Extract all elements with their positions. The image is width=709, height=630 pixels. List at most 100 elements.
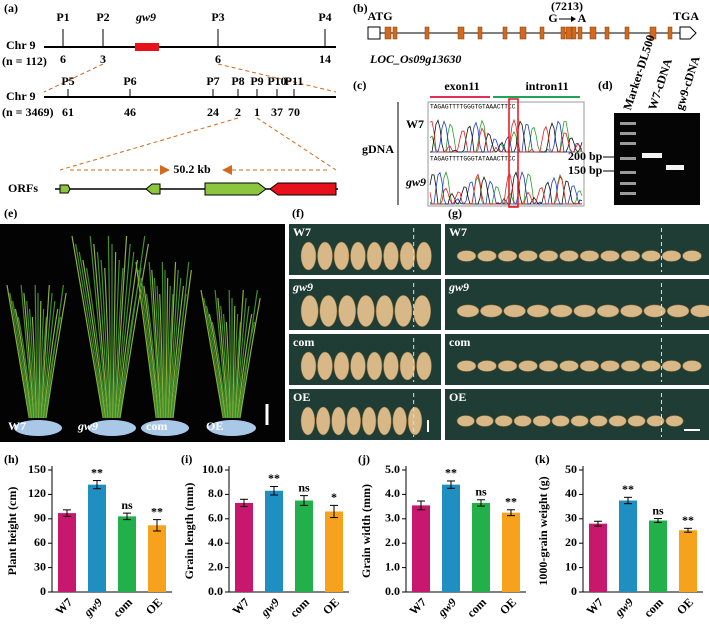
leaf bbox=[39, 308, 45, 419]
leaf bbox=[156, 285, 164, 419]
grain bbox=[682, 250, 702, 262]
grain bbox=[456, 360, 477, 372]
row-label: gw9 bbox=[448, 280, 469, 294]
exon bbox=[624, 26, 630, 40]
grain bbox=[532, 415, 551, 427]
trace bbox=[429, 118, 583, 153]
highlight bbox=[508, 98, 519, 208]
trace bbox=[429, 171, 583, 205]
grain bbox=[550, 304, 573, 318]
grain bbox=[394, 295, 413, 327]
grain bbox=[559, 360, 579, 372]
panel-label: (k) bbox=[535, 452, 550, 466]
grain bbox=[416, 241, 432, 271]
leaf bbox=[239, 297, 261, 419]
bar bbox=[118, 516, 136, 592]
plant-label: com bbox=[146, 419, 167, 433]
intron-label: intron11 bbox=[525, 79, 568, 93]
exon bbox=[384, 26, 392, 40]
grain bbox=[477, 360, 497, 372]
arrow-head bbox=[571, 16, 576, 22]
grain bbox=[350, 351, 366, 381]
leaf bbox=[143, 285, 160, 419]
recombinant-count: 2 bbox=[235, 105, 241, 119]
leaf bbox=[217, 297, 229, 419]
leaf bbox=[14, 308, 33, 419]
recombinant-count: 24 bbox=[207, 105, 219, 119]
exon bbox=[589, 26, 597, 40]
x-tick-label: com bbox=[110, 595, 135, 620]
leaf bbox=[38, 300, 42, 419]
y-tick-label: 150 bbox=[28, 462, 46, 476]
grain bbox=[399, 351, 416, 381]
y-tick-label: 1.0 bbox=[385, 559, 400, 573]
y-tick-label: 4.0 bbox=[385, 486, 400, 500]
leaf bbox=[75, 243, 105, 419]
plant-label: OE bbox=[206, 419, 223, 433]
grain bbox=[300, 295, 319, 327]
row-label: W7 bbox=[293, 225, 311, 239]
leaf bbox=[28, 308, 37, 419]
grain bbox=[317, 351, 333, 381]
lane-label: gw9-cDNA bbox=[672, 54, 703, 112]
exon bbox=[539, 26, 545, 40]
leaf bbox=[203, 297, 225, 419]
recombinant-count: 37 bbox=[271, 105, 283, 119]
band bbox=[666, 165, 684, 170]
x-tick-label: W7 bbox=[406, 595, 429, 618]
n-label: (n = 112) bbox=[2, 54, 47, 68]
recombinant-count: 6 bbox=[60, 52, 66, 66]
y-tick-label: 2.0 bbox=[385, 535, 400, 549]
lane-label: W7-cDNA bbox=[645, 56, 675, 111]
significance: * bbox=[331, 490, 337, 504]
side-label: gDNA bbox=[362, 142, 394, 156]
leaf bbox=[153, 277, 163, 419]
exon bbox=[502, 26, 508, 40]
grain bbox=[375, 295, 394, 327]
grain bbox=[475, 415, 494, 427]
position: (7213) bbox=[551, 0, 583, 13]
leaf bbox=[140, 277, 159, 419]
bar bbox=[619, 500, 637, 592]
leaf bbox=[170, 285, 185, 419]
y-tick-label: 8.0 bbox=[208, 486, 223, 500]
bar bbox=[325, 511, 343, 592]
leaf bbox=[9, 292, 31, 419]
grain bbox=[494, 415, 513, 427]
marker-label: P2 bbox=[96, 10, 109, 24]
x-tick-label: OE bbox=[497, 595, 519, 617]
y-tick-label: 40 bbox=[565, 486, 577, 500]
leaf bbox=[208, 313, 227, 419]
y-tick-label: 0 bbox=[571, 584, 577, 598]
leaf bbox=[12, 300, 32, 419]
marker-label: P4 bbox=[318, 10, 331, 24]
leaf bbox=[200, 289, 224, 419]
grain bbox=[579, 250, 600, 262]
leaf bbox=[237, 313, 253, 419]
marker-label: P8 bbox=[231, 74, 244, 88]
exon-label: exon11 bbox=[444, 79, 479, 93]
ladder-band bbox=[620, 142, 636, 145]
grain bbox=[357, 295, 375, 327]
grain bbox=[641, 360, 661, 372]
leaf bbox=[161, 261, 165, 419]
x-tick-label: com bbox=[287, 595, 312, 620]
alt-base: A bbox=[578, 11, 587, 25]
stop-codon: TGA bbox=[673, 9, 699, 23]
marker-label: P1 bbox=[56, 10, 69, 24]
bar bbox=[589, 523, 607, 592]
panel-label: (i) bbox=[181, 452, 192, 466]
utr bbox=[679, 26, 697, 40]
x-tick-label: OE bbox=[143, 595, 165, 617]
arrow-head bbox=[160, 165, 170, 175]
y-axis-label: Plant height (cm) bbox=[5, 487, 19, 576]
leaf bbox=[206, 305, 226, 419]
x-tick-label: W7 bbox=[229, 595, 252, 618]
exon bbox=[477, 26, 483, 40]
zoom-line bbox=[59, 117, 239, 171]
leaf bbox=[89, 235, 108, 419]
marker-label: P7 bbox=[206, 74, 219, 88]
leaf bbox=[235, 297, 247, 419]
bar bbox=[295, 500, 313, 592]
grain bbox=[497, 360, 518, 372]
